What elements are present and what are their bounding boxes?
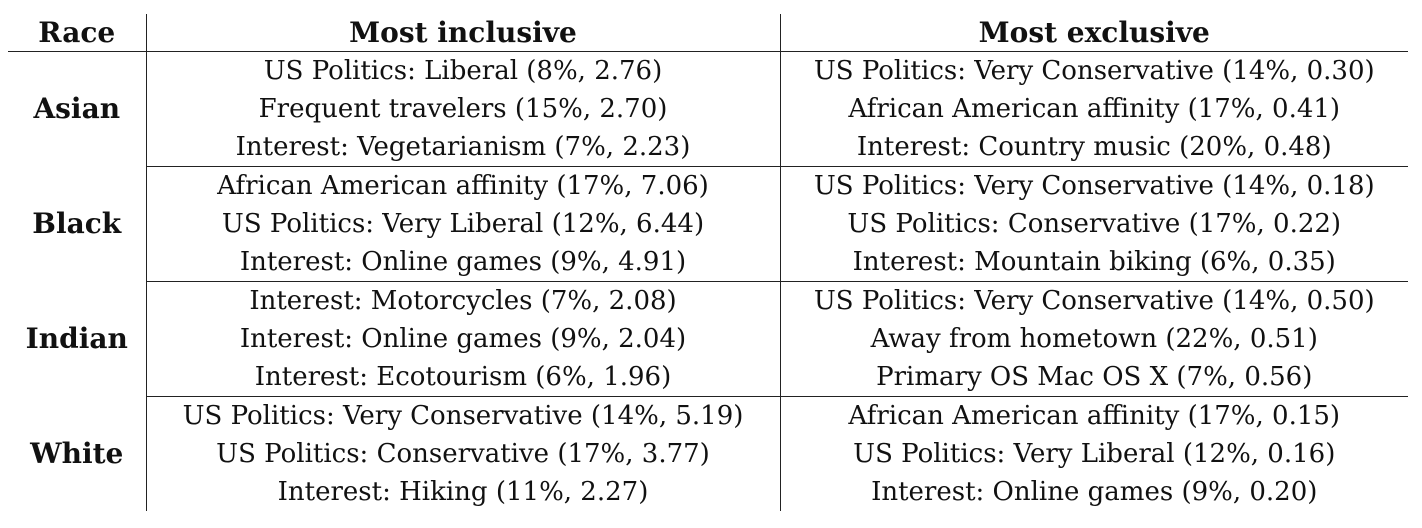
inclusive-cell: Interest: Vegetarianism (7%, 2.23) <box>145 128 780 167</box>
table-row: Asian US Politics: Liberal (8%, 2.76) US… <box>8 51 1408 125</box>
inclusive-cell: Interest: Online games (9%, 4.91) <box>145 243 780 282</box>
race-label-asian: Asian <box>33 92 121 126</box>
results-table: Race Most inclusive Most exclusive Asian… <box>8 14 1408 511</box>
exclusive-cell: Away from hometown (22%, 0.51) <box>779 320 1408 358</box>
table-row: US Politics: Very Liberal (12%, 6.44) US… <box>8 205 1408 243</box>
exclusive-cell: US Politics: Very Liberal (12%, 0.16) <box>779 435 1408 473</box>
exclusive-cell: Interest: Mountain biking (6%, 0.35) <box>779 243 1408 282</box>
exclusive-cell: US Politics: Very Conservative (14%, 0.1… <box>779 166 1408 205</box>
results-table-container: Race Most inclusive Most exclusive Asian… <box>8 14 1408 511</box>
header-row: Race Most inclusive Most exclusive <box>8 14 1408 52</box>
exclusive-cell: African American affinity (17%, 0.15) <box>779 396 1408 435</box>
table-row: Indian Interest: Motorcycles (7%, 2.08) … <box>8 281 1408 355</box>
inclusive-cell: Frequent travelers (15%, 2.70) <box>145 90 780 128</box>
exclusive-cell: African American affinity (17%, 0.41) <box>779 90 1408 128</box>
header-most-exclusive: Most exclusive <box>779 14 1408 52</box>
exclusive-cell: Interest: Country music (20%, 0.48) <box>779 128 1408 167</box>
header-race: Race <box>8 14 146 52</box>
inclusive-cell: US Politics: Very Liberal (12%, 6.44) <box>145 205 780 243</box>
inclusive-cell: US Politics: Liberal (8%, 2.76) <box>145 51 780 90</box>
table-row: Interest: Ecotourism (6%, 1.96) Primary … <box>8 358 1408 397</box>
table-row: Interest: Online games (9%, 2.04) Away f… <box>8 320 1408 358</box>
table-row: Interest: Online games (9%, 4.91) Intere… <box>8 243 1408 282</box>
inclusive-cell: Interest: Motorcycles (7%, 2.08) <box>145 281 780 320</box>
inclusive-cell: Interest: Online games (9%, 2.04) <box>145 320 780 358</box>
table-row: Interest: Vegetarianism (7%, 2.23) Inter… <box>8 128 1408 167</box>
table-row: US Politics: Conservative (17%, 3.77) US… <box>8 435 1408 473</box>
exclusive-cell: US Politics: Very Conservative (14%, 0.3… <box>779 51 1408 90</box>
table-row: Black African American affinity (17%, 7.… <box>8 166 1408 240</box>
inclusive-cell: US Politics: Conservative (17%, 3.77) <box>145 435 780 473</box>
inclusive-cell: Interest: Hiking (11%, 2.27) <box>145 473 780 511</box>
table-row: Interest: Hiking (11%, 2.27) Interest: O… <box>8 473 1408 511</box>
exclusive-cell: US Politics: Very Conservative (14%, 0.5… <box>779 281 1408 320</box>
inclusive-cell: US Politics: Very Conservative (14%, 5.1… <box>145 396 780 435</box>
exclusive-cell: Interest: Online games (9%, 0.20) <box>779 473 1408 511</box>
table-row: Frequent travelers (15%, 2.70) African A… <box>8 90 1408 128</box>
exclusive-cell: Primary OS Mac OS X (7%, 0.56) <box>779 358 1408 397</box>
table-row: White US Politics: Very Conservative (14… <box>8 396 1408 470</box>
inclusive-cell: Interest: Ecotourism (6%, 1.96) <box>145 358 780 397</box>
inclusive-cell: African American affinity (17%, 7.06) <box>145 166 780 205</box>
race-label-indian: Indian <box>25 322 128 355</box>
exclusive-cell: US Politics: Conservative (17%, 0.22) <box>779 205 1408 243</box>
race-label-white: White <box>30 436 124 470</box>
race-label-black: Black <box>32 207 122 240</box>
header-most-inclusive: Most inclusive <box>145 14 780 52</box>
